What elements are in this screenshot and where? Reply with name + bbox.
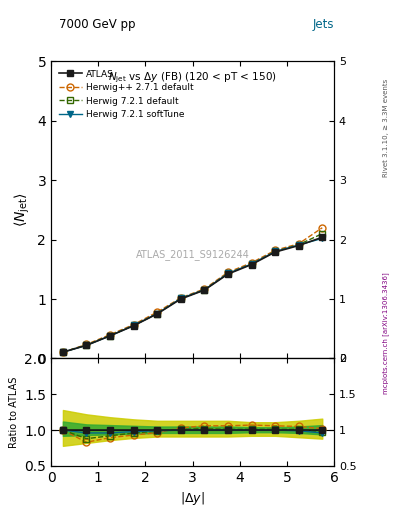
ATLAS bbox=[320, 234, 325, 240]
Herwig++ 2.7.1 default bbox=[226, 269, 230, 275]
ATLAS bbox=[178, 296, 183, 302]
Herwig++ 2.7.1 default bbox=[131, 322, 136, 328]
Line: Herwig 7.2.1 softTune: Herwig 7.2.1 softTune bbox=[59, 235, 326, 356]
ATLAS bbox=[226, 271, 230, 277]
Y-axis label: Ratio to ATLAS: Ratio to ATLAS bbox=[9, 376, 19, 448]
ATLAS bbox=[273, 249, 277, 255]
Herwig 7.2.1 default bbox=[155, 310, 160, 316]
Text: mcplots.cern.ch [arXiv:1306.3436]: mcplots.cern.ch [arXiv:1306.3436] bbox=[382, 272, 389, 394]
Herwig 7.2.1 softTune bbox=[178, 295, 183, 302]
Herwig 7.2.1 softTune bbox=[296, 242, 301, 248]
Line: ATLAS: ATLAS bbox=[59, 234, 326, 356]
ATLAS bbox=[131, 323, 136, 329]
ATLAS bbox=[61, 349, 65, 355]
Herwig++ 2.7.1 default bbox=[61, 349, 65, 355]
Herwig 7.2.1 default bbox=[249, 261, 254, 267]
X-axis label: $|\Delta y|$: $|\Delta y|$ bbox=[180, 490, 205, 507]
ATLAS bbox=[155, 311, 160, 317]
Herwig 7.2.1 softTune bbox=[249, 261, 254, 267]
Text: Rivet 3.1.10, ≥ 3.3M events: Rivet 3.1.10, ≥ 3.3M events bbox=[383, 79, 389, 177]
Herwig 7.2.1 softTune bbox=[131, 323, 136, 329]
Herwig 7.2.1 default bbox=[273, 248, 277, 254]
Herwig 7.2.1 default bbox=[320, 230, 325, 237]
Herwig++ 2.7.1 default bbox=[273, 247, 277, 253]
Text: $N_\mathrm{jet}$ vs $\Delta y$ (FB) (120 < pT < 150): $N_\mathrm{jet}$ vs $\Delta y$ (FB) (120… bbox=[108, 70, 277, 85]
Herwig 7.2.1 softTune bbox=[320, 236, 325, 242]
Herwig 7.2.1 default bbox=[131, 323, 136, 329]
Herwig++ 2.7.1 default bbox=[178, 295, 183, 301]
Herwig 7.2.1 default bbox=[296, 242, 301, 248]
Herwig 7.2.1 default bbox=[61, 349, 65, 355]
Herwig 7.2.1 default bbox=[202, 287, 207, 293]
Herwig 7.2.1 default bbox=[226, 270, 230, 276]
Text: ATLAS_2011_S9126244: ATLAS_2011_S9126244 bbox=[136, 249, 250, 260]
Herwig 7.2.1 default bbox=[178, 295, 183, 302]
Herwig++ 2.7.1 default bbox=[108, 332, 112, 338]
Herwig++ 2.7.1 default bbox=[320, 225, 325, 231]
Herwig++ 2.7.1 default bbox=[155, 309, 160, 315]
Herwig++ 2.7.1 default bbox=[249, 260, 254, 266]
ATLAS bbox=[84, 342, 89, 348]
Text: Jets: Jets bbox=[312, 18, 334, 31]
Herwig 7.2.1 softTune bbox=[84, 342, 89, 348]
Herwig 7.2.1 default bbox=[108, 332, 112, 338]
Herwig++ 2.7.1 default bbox=[202, 286, 207, 292]
Herwig 7.2.1 softTune bbox=[155, 310, 160, 316]
ATLAS bbox=[296, 243, 301, 249]
Legend: ATLAS, Herwig++ 2.7.1 default, Herwig 7.2.1 default, Herwig 7.2.1 softTune: ATLAS, Herwig++ 2.7.1 default, Herwig 7.… bbox=[55, 66, 198, 123]
ATLAS bbox=[108, 333, 112, 339]
Herwig++ 2.7.1 default bbox=[296, 241, 301, 247]
Herwig++ 2.7.1 default bbox=[84, 342, 89, 348]
Herwig 7.2.1 softTune bbox=[226, 270, 230, 276]
ATLAS bbox=[249, 262, 254, 268]
Herwig 7.2.1 default bbox=[84, 342, 89, 348]
Herwig 7.2.1 softTune bbox=[273, 248, 277, 254]
Line: Herwig 7.2.1 default: Herwig 7.2.1 default bbox=[59, 230, 326, 356]
Herwig 7.2.1 softTune bbox=[61, 349, 65, 355]
ATLAS bbox=[202, 287, 207, 293]
Herwig 7.2.1 softTune bbox=[108, 333, 112, 339]
Line: Herwig++ 2.7.1 default: Herwig++ 2.7.1 default bbox=[59, 224, 326, 356]
Herwig 7.2.1 softTune bbox=[202, 287, 207, 293]
Y-axis label: $\langle N_\mathrm{jet}\rangle$: $\langle N_\mathrm{jet}\rangle$ bbox=[13, 193, 32, 227]
Text: 7000 GeV pp: 7000 GeV pp bbox=[59, 18, 136, 31]
